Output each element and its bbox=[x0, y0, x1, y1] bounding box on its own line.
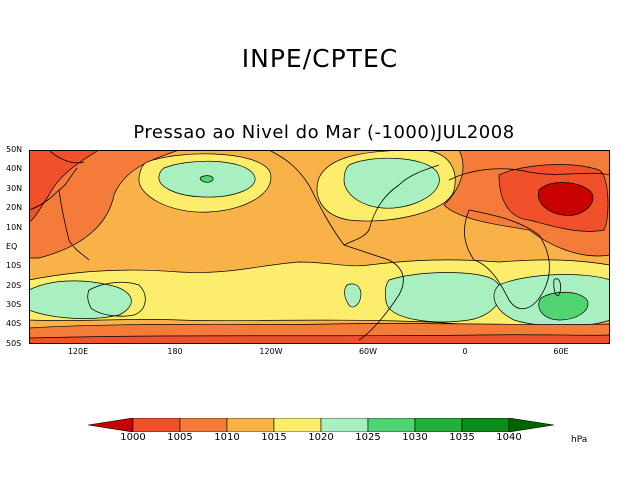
coast-africa bbox=[464, 209, 550, 310]
field-lt1000-arabia bbox=[537, 182, 594, 216]
lat-label-30n: 30N bbox=[6, 184, 23, 193]
header-title: INPE/CPTEC bbox=[241, 44, 399, 73]
colorbar-label-1020: 1020 bbox=[308, 432, 334, 443]
field-1020-1025-sind bbox=[29, 280, 132, 319]
colorbar-segment-1035-1040 bbox=[461, 418, 510, 432]
field-1000-1005-asia bbox=[29, 150, 100, 223]
colorbar-segment-1020-1025 bbox=[320, 418, 369, 432]
colorbar-segment-1010-1015 bbox=[226, 418, 275, 432]
lon-label-180: 180 bbox=[167, 347, 183, 356]
field-1025-1030-sio bbox=[538, 291, 589, 321]
lat-label-40n: 40N bbox=[6, 164, 23, 173]
colorbar-label-1005: 1005 bbox=[167, 432, 193, 443]
field-1020-1025-satl bbox=[384, 272, 502, 323]
coast-samerica bbox=[343, 244, 404, 341]
lon-label-120e: 120E bbox=[67, 347, 89, 356]
lat-label-20n: 20N bbox=[6, 203, 23, 212]
lat-label-50n: 50N bbox=[6, 145, 23, 154]
coast-madagascar bbox=[553, 278, 562, 297]
colorbar-segment-1015-1020 bbox=[273, 418, 322, 432]
colorbar-segment-lt1000 bbox=[88, 418, 134, 432]
map-title: Pressao ao Nivel do Mar (-1000)JUL2008 bbox=[133, 122, 515, 143]
lon-label-60e: 60E bbox=[553, 347, 569, 356]
colorbar-label-1025: 1025 bbox=[355, 432, 381, 443]
lat-label-10s: 10S bbox=[6, 261, 22, 270]
lat-label-20s: 20S bbox=[6, 281, 22, 290]
lon-label-60w: 60W bbox=[358, 347, 378, 356]
colorbar-segment-1025-1030 bbox=[367, 418, 416, 432]
colorbar-label-1000: 1000 bbox=[120, 432, 146, 443]
lat-label-eq: EQ bbox=[6, 242, 18, 251]
field-1000-1005-southern bbox=[29, 334, 610, 344]
colorbar-label-1030: 1030 bbox=[402, 432, 428, 443]
field-1020-1025-natl bbox=[343, 157, 440, 209]
colorbar bbox=[88, 418, 554, 432]
colorbar-segment-gt1040 bbox=[508, 418, 554, 432]
colorbar-label-1010: 1010 bbox=[214, 432, 240, 443]
coast-australia bbox=[87, 281, 146, 317]
lat-label-30s: 30S bbox=[6, 300, 22, 309]
field-1025-1030-npac bbox=[199, 175, 214, 183]
colorbar-label-1035: 1035 bbox=[449, 432, 475, 443]
lat-label-50s: 50S bbox=[6, 339, 22, 348]
lon-label-120w: 120W bbox=[259, 347, 283, 356]
colorbar-label-1040: 1040 bbox=[496, 432, 522, 443]
colorbar-segment-1000-1005 bbox=[132, 418, 181, 432]
field-1020-1025-chile bbox=[344, 283, 362, 308]
unit-label: hPa bbox=[571, 435, 588, 445]
colorbar-label-1015: 1015 bbox=[261, 432, 287, 443]
coast-namerica bbox=[268, 150, 440, 246]
coast-asia bbox=[29, 150, 90, 261]
colorbar-segment-1030-1035 bbox=[414, 418, 463, 432]
lon-label-0: 0 bbox=[462, 347, 468, 356]
lat-label-40s: 40S bbox=[6, 319, 22, 328]
lat-label-10n: 10N bbox=[6, 223, 23, 232]
pressure-map bbox=[29, 150, 610, 344]
coast-europe bbox=[448, 168, 610, 181]
colorbar-segment-1005-1010 bbox=[179, 418, 228, 432]
